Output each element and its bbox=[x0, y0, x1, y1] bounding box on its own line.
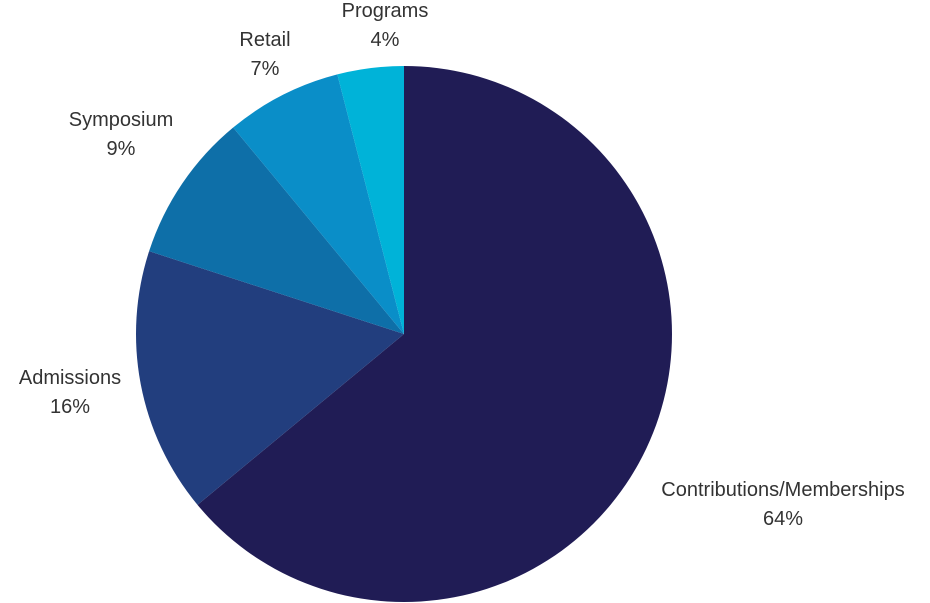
pie-slice-symposium bbox=[149, 127, 404, 334]
pie-slice-retail bbox=[233, 74, 404, 335]
pie-slice-programs bbox=[337, 66, 404, 334]
slice-name-label: Contributions/Memberships bbox=[661, 479, 904, 501]
pie-slices bbox=[136, 66, 672, 602]
pie-slice-contributions-memberships bbox=[197, 66, 672, 602]
slice-name-label: Retail bbox=[239, 29, 290, 51]
slice-percent-label: 7% bbox=[251, 58, 280, 80]
pie-labels: Contributions/Memberships 64% Admissions 16… bbox=[19, 0, 905, 530]
slice-percent-label: 4% bbox=[371, 29, 400, 51]
slice-percent-label: 16% bbox=[50, 396, 90, 418]
pie-slice-admissions bbox=[136, 251, 404, 505]
slice-name-label: Admissions bbox=[19, 367, 121, 389]
slice-percent-label: 64% bbox=[763, 508, 803, 530]
slice-percent-label: 9% bbox=[107, 138, 136, 160]
slice-name-label: Programs bbox=[342, 0, 429, 22]
slice-name-label: Symposium bbox=[69, 109, 173, 131]
